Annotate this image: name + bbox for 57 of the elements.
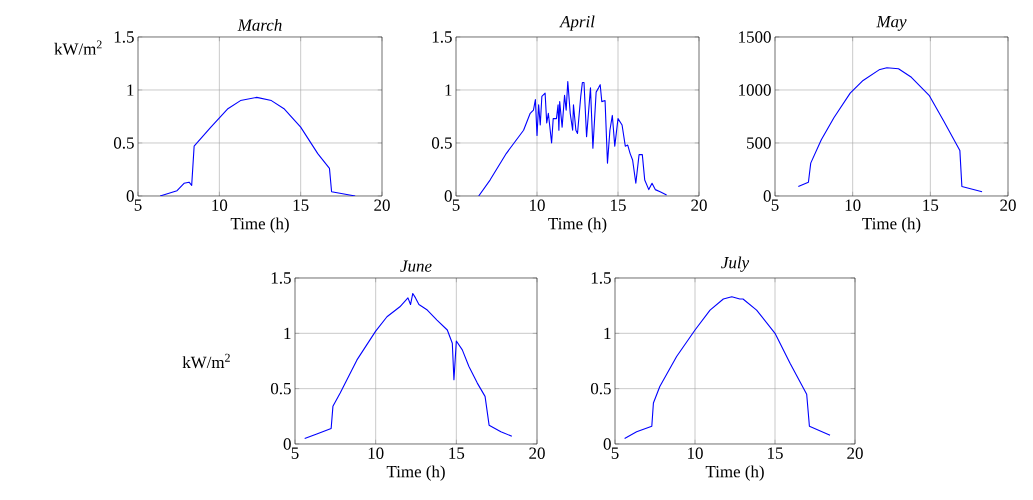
x-tick-label: 10	[212, 199, 228, 211]
x-axis-title: Time (h)	[548, 217, 607, 233]
x-tick-label: 10	[688, 447, 703, 459]
x-tick-label: 5	[452, 199, 460, 211]
y-axis-title: kW/m$^{2}$	[54, 40, 102, 55]
y-tick-label: 0.5	[113, 137, 134, 149]
x-axis-title: Time (h)	[705, 465, 764, 481]
y-tick-label: 500	[747, 137, 771, 149]
x-tick-label: 20	[847, 447, 863, 459]
x-tick-label: 10	[530, 199, 545, 211]
y-tick-label: 0	[126, 190, 134, 202]
y-tick-label: 1.5	[591, 272, 611, 284]
y-axis-title: kW/m$^{2}$	[182, 353, 230, 369]
x-axis-title: Time (h)	[230, 217, 289, 233]
x-axis-title: Time (h)	[386, 465, 445, 481]
line-series	[624, 296, 831, 439]
x-tick-label: 5	[611, 447, 619, 459]
x-axis-title: Time (h)	[862, 217, 921, 233]
line-series	[797, 67, 983, 193]
chart-title: June	[400, 260, 432, 272]
x-tick-label: 20	[529, 447, 545, 459]
y-tick-label: 1.5	[114, 31, 134, 43]
y-tick-label: 1.5	[432, 31, 452, 43]
y-tick-label: 0.5	[270, 382, 291, 395]
y-tick-label: 1	[445, 84, 452, 96]
x-tick-label: 5	[134, 199, 142, 211]
y-tick-label: 1000	[739, 84, 771, 96]
x-tick-label: 15	[449, 447, 465, 459]
x-tick-label: 15	[611, 199, 626, 211]
chart-title: March	[237, 18, 282, 31]
x-tick-label: 15	[768, 447, 783, 459]
line-series	[159, 96, 356, 196]
y-tick-label: 0	[763, 190, 771, 202]
line-series	[304, 292, 513, 439]
y-tick-label: 0	[444, 190, 452, 202]
x-tick-label: 10	[845, 199, 861, 211]
chart-title: May	[876, 16, 907, 31]
x-tick-label: 20	[1000, 199, 1016, 211]
x-tick-label: 15	[293, 199, 309, 211]
y-tick-label: 1500	[739, 31, 771, 43]
y-tick-label: 1	[604, 327, 611, 339]
chart-title: July	[721, 256, 750, 272]
y-tick-label: 1	[127, 84, 134, 96]
y-tick-label: 0.5	[590, 382, 611, 395]
chart-title: April	[559, 15, 595, 31]
y-tick-label: 1.5	[271, 272, 291, 284]
x-tick-label: 20	[691, 199, 707, 211]
y-tick-label: 0.5	[431, 137, 452, 149]
x-tick-label: 5	[291, 447, 299, 459]
x-tick-label: 5	[771, 199, 779, 211]
x-tick-label: 10	[368, 447, 384, 459]
line-series	[478, 80, 668, 196]
y-tick-label: 1	[284, 327, 291, 339]
y-tick-label: 0	[283, 438, 291, 450]
x-tick-label: 20	[374, 199, 390, 211]
x-tick-label: 15	[923, 199, 939, 211]
y-tick-label: 0	[603, 438, 611, 450]
